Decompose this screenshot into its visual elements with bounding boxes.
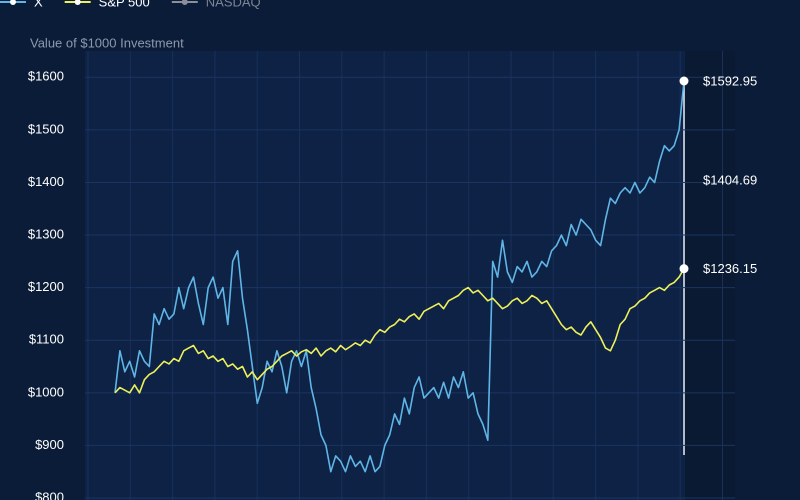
hover-shade (685, 51, 735, 500)
hover-marker (679, 76, 689, 86)
hover-label: $1236.15 (703, 261, 757, 276)
series-line (114, 80, 685, 473)
plot-area (85, 51, 735, 500)
y-tick-label: $1200 (28, 279, 64, 294)
legend-dot (181, 0, 188, 5)
y-tick-label: $1300 (28, 226, 64, 241)
legend-label: NASDAQ (206, 0, 261, 9)
y-tick-label: $1400 (28, 174, 64, 189)
y-tick-label: $900 (35, 437, 64, 452)
legend-label: S&P 500 (99, 0, 150, 9)
hover-label: $1404.69 (703, 172, 757, 187)
hover-marker (679, 264, 689, 274)
legend-dot (74, 0, 81, 5)
y-tick-label: $1600 (28, 69, 64, 84)
y-tick-label: $800 (35, 489, 64, 500)
legend-dot (10, 0, 16, 5)
y-tick-label: $1100 (29, 332, 64, 347)
series-line (114, 268, 685, 394)
legend-label: X (34, 0, 43, 9)
axis-title: Value of $1000 Investment (30, 35, 184, 50)
y-tick-label: $1500 (28, 121, 64, 136)
hover-label: $1592.95 (703, 73, 757, 88)
y-tick-label: $1000 (28, 384, 64, 399)
